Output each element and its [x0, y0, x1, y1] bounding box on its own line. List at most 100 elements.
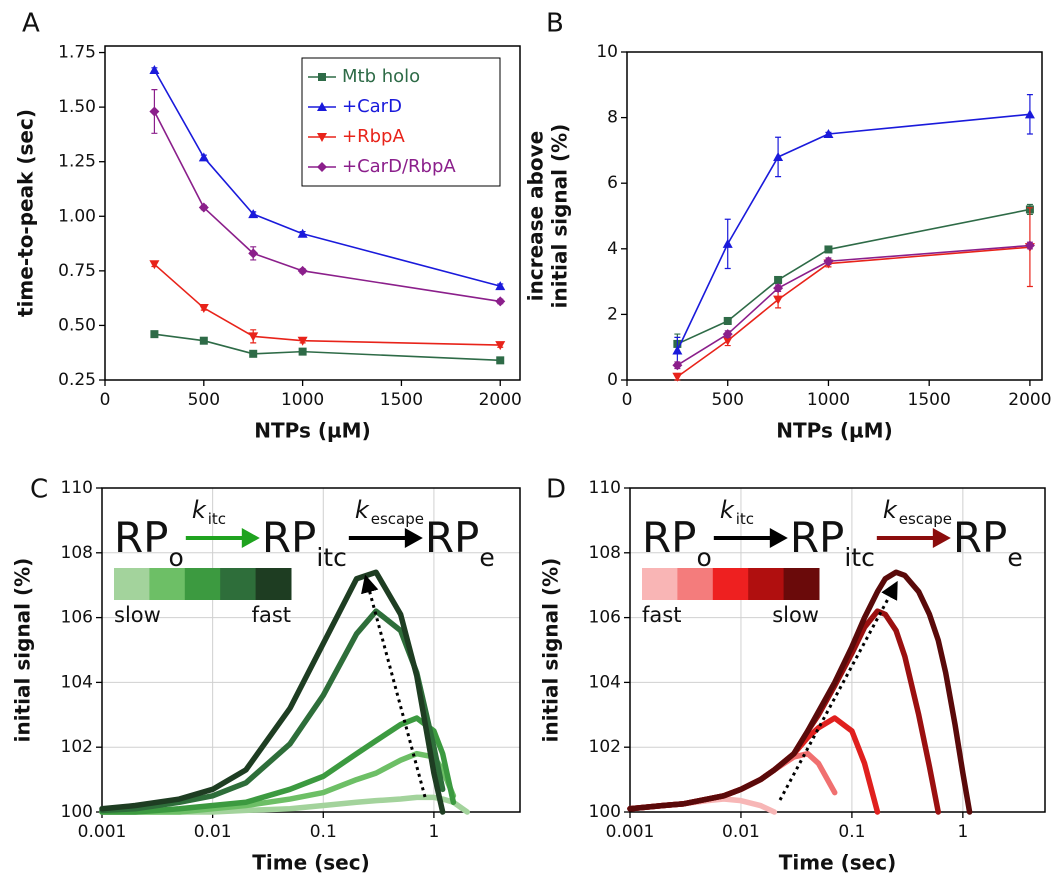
x-tick-label: 1000: [807, 390, 850, 410]
colorbar-swatch: [677, 568, 714, 600]
x-tick-label: 1500: [380, 390, 423, 410]
x-axis-title: Time (sec): [252, 851, 369, 875]
legend-label: Mtb holo: [342, 66, 420, 87]
legend-marker: [318, 73, 326, 81]
y-tick-label: 10: [596, 42, 618, 62]
rate-constant-sub: itc: [736, 510, 754, 528]
rate-constant-sub: escape: [899, 510, 952, 528]
x-tick-label: 1: [428, 822, 439, 842]
colorbar-swatch: [748, 568, 785, 600]
y-axis-title: increase above: [524, 131, 548, 301]
x-tick-label: 0.1: [310, 822, 337, 842]
y-tick-label: 8: [607, 108, 618, 128]
series-line: [676, 244, 1031, 367]
y-tick-label: 2: [607, 304, 618, 324]
trend-arrow: [361, 574, 427, 798]
species-sub: itc: [316, 543, 347, 572]
data-point: [248, 332, 259, 342]
y-tick-label: 1.00: [58, 206, 96, 226]
series-line: [676, 113, 1031, 352]
colorbar-label: fast: [252, 603, 291, 627]
data-point: [198, 152, 209, 162]
x-tick-label: 0: [100, 390, 111, 410]
data-point: [198, 202, 209, 213]
data-point: [496, 356, 505, 365]
x-axis-title: NTPs (µM): [776, 419, 892, 443]
y-tick-label: 1.50: [58, 97, 96, 117]
series-line: [627, 715, 881, 815]
x-tick-label: 500: [712, 390, 744, 410]
y-tick-label: 0: [607, 370, 618, 390]
y-axis-title: initial signal (%): [539, 558, 563, 743]
x-tick-label: 1: [957, 822, 968, 842]
rate-constant: k: [720, 496, 735, 524]
y-tick-label: 108: [589, 543, 621, 563]
y-tick-label: 0.25: [58, 370, 96, 390]
species-sub: itc: [844, 543, 875, 572]
species: RP: [642, 513, 697, 562]
colorbar-swatch: [220, 568, 257, 600]
data-point: [495, 281, 506, 291]
y-tick-label: 6: [607, 173, 618, 193]
y-tick-label: 4: [607, 239, 618, 259]
data-point: [823, 129, 834, 138]
y-axis-title: time-to-peak (sec): [14, 109, 38, 317]
data-point: [672, 372, 683, 382]
species: RP: [953, 513, 1008, 562]
colorbar-swatch: [642, 568, 678, 600]
series-line: [676, 246, 1031, 378]
legend-marker: [317, 162, 327, 172]
data-point: [824, 245, 833, 254]
colorbar-swatch: [255, 568, 292, 600]
y-tick-label: 108: [61, 543, 93, 563]
colorbar-swatch: [783, 568, 820, 600]
data-point: [495, 296, 506, 307]
series-layer: [627, 569, 973, 815]
y-tick-label: 106: [61, 608, 93, 628]
y-tick-label: 100: [589, 802, 621, 822]
x-tick-label: 0.01: [194, 822, 232, 842]
y-tick-label: 102: [589, 737, 621, 757]
series-layer: [149, 65, 506, 365]
x-tick-label: 1500: [908, 390, 951, 410]
data-point: [298, 347, 307, 356]
data-point: [823, 256, 834, 267]
colorbar-label: slow: [114, 603, 161, 627]
data-point: [773, 295, 784, 305]
data-point: [248, 209, 259, 219]
series-line: [99, 569, 446, 815]
y-tick-label: 102: [61, 737, 93, 757]
y-tick-label: 1.25: [58, 152, 96, 172]
plot-frame: [629, 487, 1046, 813]
plot-frame: [104, 45, 521, 381]
data-point: [249, 349, 258, 358]
rate-constant: k: [355, 496, 370, 524]
y-tick-label: 104: [61, 672, 93, 692]
data-point: [1024, 109, 1035, 119]
data-point: [1024, 240, 1035, 251]
data-point: [297, 265, 308, 276]
y-tick-label: 0.75: [58, 261, 96, 281]
x-tick-label: 0.001: [78, 822, 127, 842]
legend-label: +CarD: [342, 96, 402, 117]
reaction-arrow-head: [404, 528, 423, 548]
x-tick-label: 0.01: [722, 822, 760, 842]
trend-arrow: [778, 580, 898, 801]
data-point: [672, 345, 683, 355]
series-line: [99, 608, 446, 814]
colorbar-label: fast: [642, 603, 681, 627]
legend-marker: [317, 133, 327, 142]
colorbar-swatch: [712, 568, 749, 600]
legend-label: +CarD/RbpA: [342, 156, 456, 177]
reaction-arrow-head: [769, 528, 788, 548]
data-point: [297, 336, 308, 346]
y-tick-label: 104: [589, 672, 621, 692]
colorbar-swatch: [149, 568, 186, 600]
x-tick-label: 2000: [1008, 390, 1051, 410]
data-point: [248, 248, 259, 259]
legend-label: +RbpA: [342, 126, 405, 147]
y-tick-label: 110: [589, 478, 621, 498]
species-sub: o: [169, 543, 184, 572]
data-point: [149, 106, 160, 117]
